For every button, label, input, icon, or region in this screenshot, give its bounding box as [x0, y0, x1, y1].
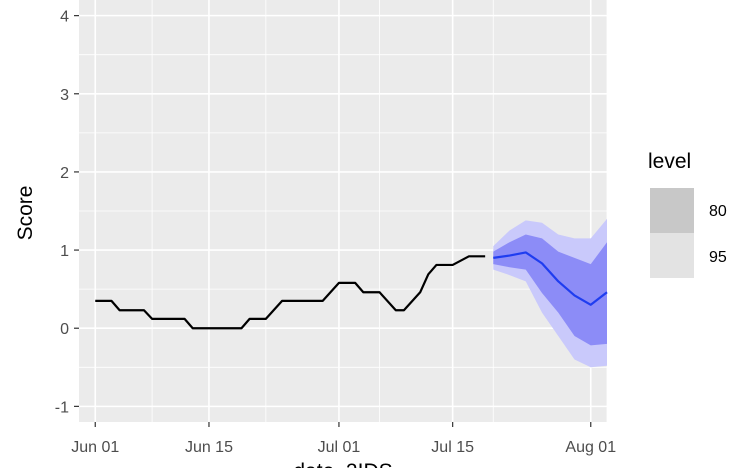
x-tick-label: Jun 15: [185, 439, 233, 456]
y-axis: -1 0 1 2 3 4: [55, 9, 79, 416]
legend-label-80: 80: [709, 203, 727, 220]
major-gridlines: [79, 0, 607, 422]
y-tick-label: 0: [60, 321, 69, 338]
interval-80-band: [493, 234, 607, 346]
series-lines: [95, 251, 608, 330]
x-tick-label: Aug 01: [565, 439, 616, 456]
y-tick-label: 2: [60, 165, 69, 182]
y-tick-label: -1: [55, 399, 69, 416]
y-tick-label: 1: [60, 243, 69, 260]
legend-label-95: 95: [709, 249, 727, 266]
x-axis-title: date_2IDS: [293, 460, 392, 468]
forecast-series-line: [493, 251, 608, 306]
interval-bands: [493, 218, 607, 368]
observed-series-line: [95, 255, 486, 330]
x-tick-label: Jul 01: [318, 439, 361, 456]
legend-key-95: [650, 233, 694, 278]
y-tick-label: 3: [60, 87, 69, 104]
y-axis-title: Score: [14, 186, 37, 241]
x-tick-label: Jun 01: [71, 439, 119, 456]
legend-title: level: [648, 150, 691, 173]
minor-gridlines: [79, 0, 608, 422]
x-tick-label: Jul 15: [431, 439, 474, 456]
x-axis: Jun 01 Jun 15 Jul 01 Jul 15 Aug 01: [71, 422, 616, 456]
legend-key-80: [650, 188, 694, 233]
y-tick-label: 4: [60, 9, 69, 26]
legend: level 80 95: [648, 150, 727, 278]
